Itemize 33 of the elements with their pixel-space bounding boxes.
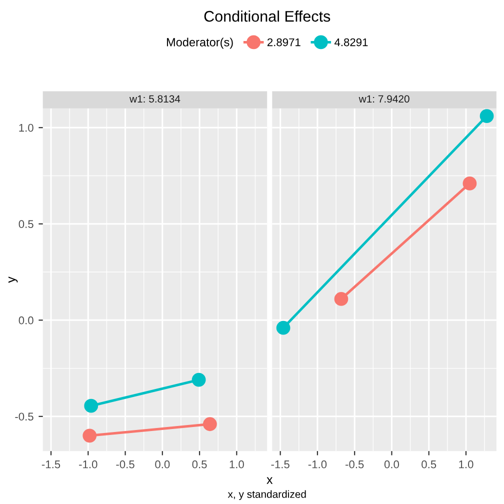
- point: [192, 372, 206, 387]
- x-tick-label: -0.5: [116, 460, 134, 468]
- x-tick-label: 0.0: [384, 460, 400, 468]
- x-tick-label: -1.5: [42, 460, 60, 468]
- x-tick-label: -1.0: [308, 460, 327, 468]
- point: [276, 320, 290, 335]
- x-axis-title: x: [266, 477, 273, 484]
- x-tick-label: 0.5: [192, 460, 207, 468]
- text: Conditional Effects: [204, 10, 330, 22]
- x-tick-label: -1.5: [271, 460, 290, 468]
- legend-label: 2.8971: [267, 38, 300, 46]
- y-tick-label: 0.5: [18, 220, 34, 228]
- chart-title: w1: 5.8134: [129, 95, 180, 103]
- x-tick-label: -0.5: [346, 460, 364, 468]
- text: x, y standardized: [228, 490, 306, 500]
- x-tick-label: 0.5: [422, 460, 436, 468]
- y-tick-label: 0.0: [18, 316, 34, 324]
- x-tick-label: 1.0: [459, 460, 474, 468]
- x-tick-label: -1.0: [79, 460, 98, 468]
- x-tick-label: 0.0: [155, 460, 170, 468]
- x-tick-label: 1.0: [230, 460, 244, 468]
- chart-title: w1: 7.9420: [358, 95, 410, 103]
- y-tick-label: -0.5: [15, 412, 34, 421]
- y-tick-label: 1.0: [19, 124, 34, 132]
- legend-label: 4.8291: [334, 38, 368, 46]
- point: [334, 292, 348, 306]
- point: [82, 428, 97, 443]
- point: [480, 109, 494, 124]
- point: [202, 417, 217, 432]
- y-axis-title: y: [8, 276, 18, 283]
- point: [462, 176, 477, 190]
- legend-title: Moderator(s): [166, 38, 233, 49]
- point: [84, 398, 98, 413]
